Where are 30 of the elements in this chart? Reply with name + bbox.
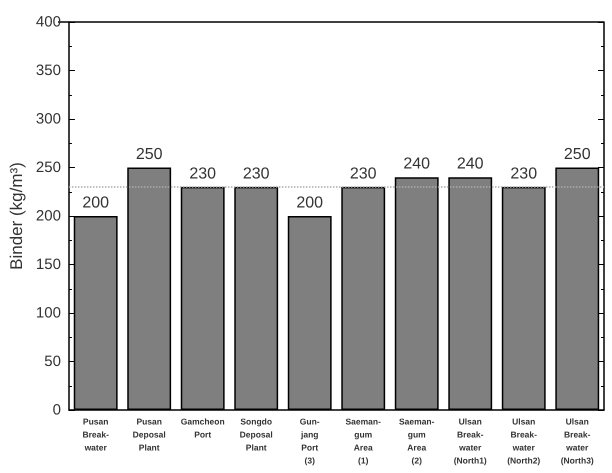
data-label: 200 — [82, 194, 110, 212]
x-tick-label: Songdo Deposal Plant — [240, 416, 273, 452]
x-tick-label: Gun- jang Port (3) — [300, 416, 320, 466]
y-tick-label: 250 — [36, 159, 61, 176]
x-tick-label: Ulsan Break- water (North2) — [507, 416, 540, 466]
x-tick-label: Saeman- gum Area (1) — [346, 416, 382, 466]
x-tick-label: Pusan Break- water — [82, 416, 110, 452]
y-tick-label: 350 — [36, 62, 61, 79]
data-label: 240 — [403, 156, 430, 173]
x-tick-label: Ulsan Break- water (North1) — [454, 416, 487, 466]
data-label: 240 — [456, 156, 484, 173]
data-label: 230 — [189, 165, 216, 182]
data-label: 230 — [242, 165, 270, 182]
y-tick-label: 100 — [36, 304, 61, 322]
x-tick-label: Gamcheon Port — [180, 416, 225, 440]
x-tick-label: Ulsan Break- water (North3) — [560, 416, 594, 466]
x-tick-label: Saeman- gum Area (2) — [399, 416, 435, 466]
y-tick-label: 50 — [44, 353, 61, 370]
y-tick-label: 300 — [36, 110, 61, 128]
data-label: 250 — [136, 146, 163, 163]
data-label: 230 — [350, 165, 377, 182]
data-label: 250 — [564, 146, 591, 163]
y-axis-title: Binder (kg/m³) — [7, 162, 26, 270]
y-tick-label: 150 — [36, 256, 61, 273]
data-label: 230 — [510, 165, 538, 182]
y-tick-label: 400 — [36, 14, 61, 30]
data-label: 200 — [296, 194, 324, 212]
y-tick-label: 0 — [52, 402, 61, 418]
x-tick-label: Pusan Deposal Plant — [132, 416, 166, 452]
y-tick-label: 200 — [36, 208, 61, 224]
